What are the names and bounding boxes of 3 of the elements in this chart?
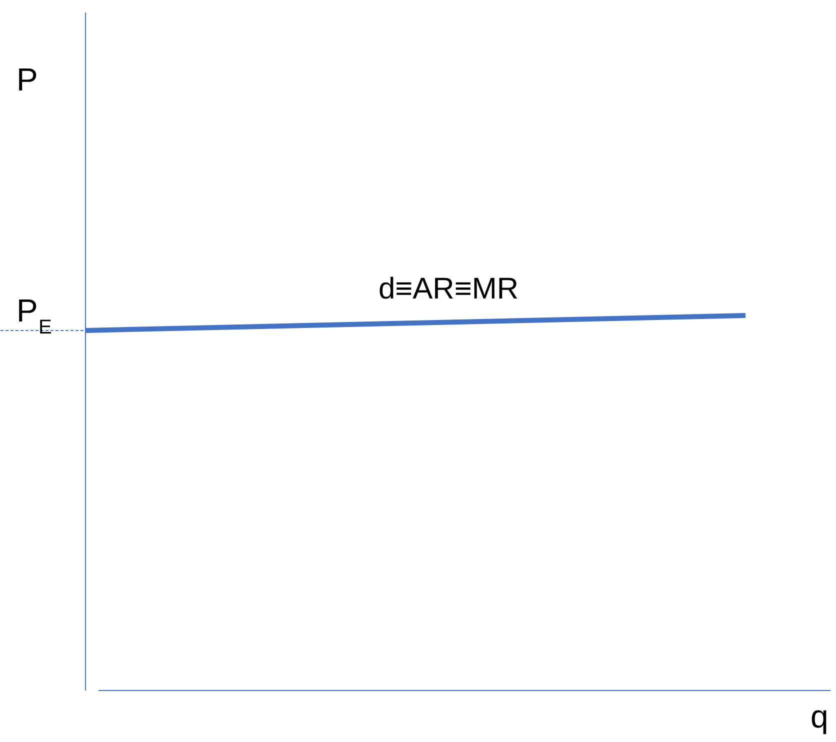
series-label: d≡AR≡MR xyxy=(378,272,519,306)
text: P xyxy=(16,62,38,98)
x-axis-title: q xyxy=(810,698,828,734)
